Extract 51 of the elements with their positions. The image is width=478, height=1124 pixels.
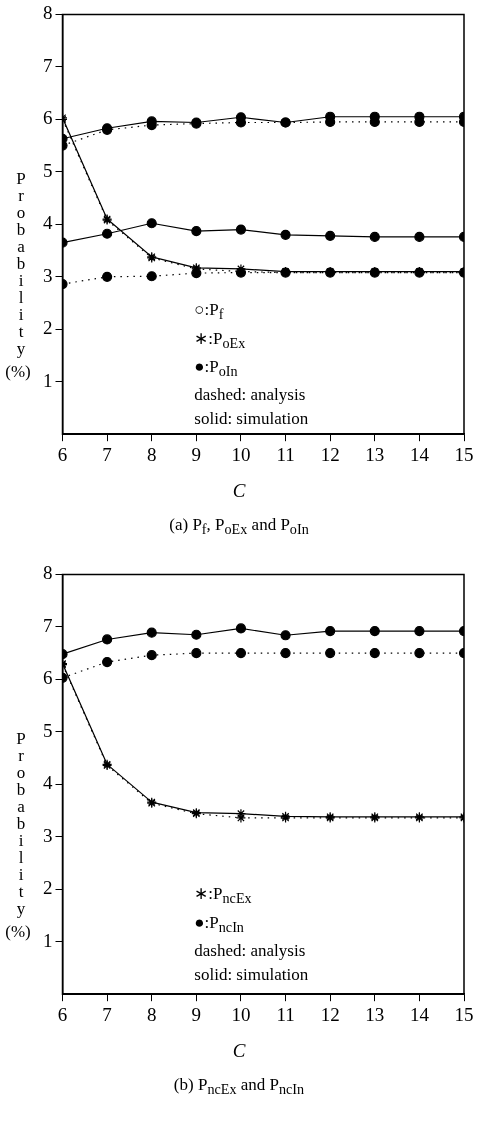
annotation: solid: simulation xyxy=(194,408,309,431)
annotation: solid: simulation xyxy=(194,963,309,986)
x-tick-label: 9 xyxy=(191,443,202,465)
y-tick-label: 8 xyxy=(43,2,53,24)
x-tick-label: 9 xyxy=(191,1003,202,1025)
annotation: ●:P$_{oIn}$ xyxy=(194,355,239,382)
y-tick-label: 6 xyxy=(43,107,53,129)
annotation: ∗:P$_{oEx}$ xyxy=(194,327,247,353)
y-tick-label: 3 xyxy=(43,824,53,846)
y-tick-label: 2 xyxy=(43,317,53,339)
x-tick-label: 8 xyxy=(146,443,157,465)
annotation: ○:P$_{f}$ xyxy=(194,299,225,325)
x-tick-label: 15 xyxy=(454,1003,474,1025)
text: (a) P$_{f}$, P$_{oEx}$ and P$_{oIn}$ xyxy=(168,515,310,539)
x-tick-label: 14 xyxy=(409,443,430,465)
text: Probability (%) xyxy=(5,169,31,381)
annotation: dashed: analysis xyxy=(194,939,307,962)
text: Probability (%) xyxy=(5,729,31,941)
x-tick-label: 12 xyxy=(320,443,340,465)
x-tick-label: 6 xyxy=(57,443,68,465)
annotation: ∗:P$_{ncEx}$ xyxy=(194,883,253,909)
x-tick-label: 7 xyxy=(102,443,112,465)
y-tick-label: 6 xyxy=(43,667,53,689)
x-tick-label: 13 xyxy=(365,1003,385,1025)
y-tick-label: 7 xyxy=(43,614,53,636)
x-tick-label: 12 xyxy=(320,1003,340,1025)
annotation: ●:P$_{ncIn}$ xyxy=(194,911,245,937)
annotation: dashed: analysis xyxy=(194,384,307,407)
x-axis-title: C xyxy=(231,1040,247,1062)
y-tick-label: 4 xyxy=(43,772,53,794)
x-tick-label: 14 xyxy=(409,1003,430,1025)
x-tick-label: 13 xyxy=(365,443,385,465)
y-tick-label: 1 xyxy=(43,369,53,391)
x-tick-label: 6 xyxy=(57,1003,68,1025)
x-tick-label: 10 xyxy=(231,443,251,465)
y-tick-label: 5 xyxy=(43,719,53,741)
y-tick-label: 2 xyxy=(43,877,53,899)
y-tick-label: 8 xyxy=(43,562,53,584)
y-tick-label: 5 xyxy=(43,159,53,181)
x-tick-label: 7 xyxy=(102,1003,112,1025)
text: (b) P$_{ncEx}$ and P$_{ncIn}$ xyxy=(172,1075,306,1099)
x-tick-label: 8 xyxy=(146,1003,157,1025)
y-tick-label: 7 xyxy=(43,54,53,76)
x-axis-title: C xyxy=(231,480,247,502)
y-tick-label: 3 xyxy=(43,264,53,286)
x-tick-label: 11 xyxy=(276,1003,295,1025)
x-tick-label: 10 xyxy=(231,1003,251,1025)
y-tick-label: 4 xyxy=(43,212,53,234)
y-tick-label: 1 xyxy=(43,929,53,951)
x-tick-label: 15 xyxy=(454,443,474,465)
x-tick-label: 11 xyxy=(276,443,295,465)
